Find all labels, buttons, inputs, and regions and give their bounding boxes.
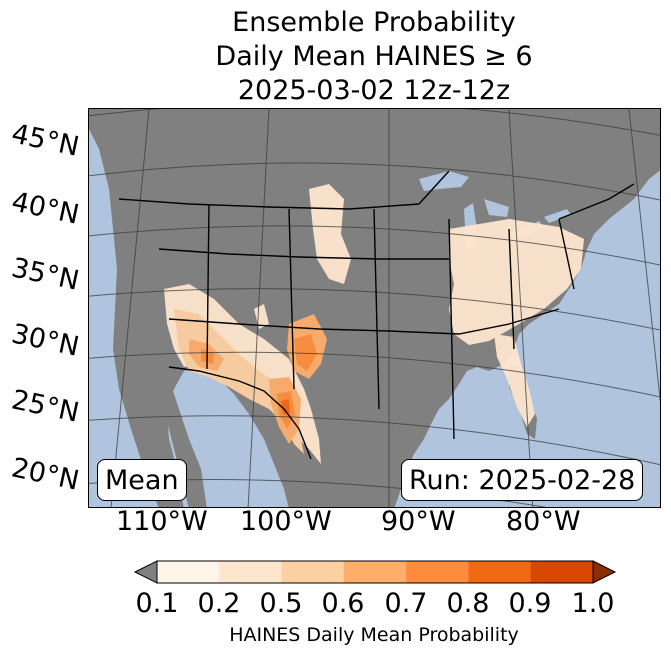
colorbar-tick: 0.1 — [135, 588, 179, 619]
colorbar-tick: 0.7 — [384, 588, 428, 619]
colorbar-segment — [530, 561, 594, 583]
colorbar-under-arrow — [133, 560, 158, 584]
colorbar-segments — [157, 561, 594, 583]
colorbar-segment — [219, 561, 283, 583]
colorbar-segment — [468, 561, 532, 583]
colorbar-label: HAINES Daily Mean Probability — [229, 624, 519, 646]
colorbar-segment — [406, 561, 469, 583]
lon-label-100w: 100°W — [240, 506, 332, 537]
lon-label-110w: 110°W — [116, 506, 208, 537]
colorbar-outline — [156, 560, 594, 584]
colorbar-segment — [343, 561, 407, 583]
colorbar — [133, 560, 617, 584]
lon-label-80w: 80°W — [506, 506, 581, 537]
baja-peninsula — [159, 364, 207, 507]
colorbar-tick: 1.0 — [571, 588, 615, 619]
stat-box: Mean — [97, 459, 187, 501]
lat-label-45: 45°N — [8, 118, 82, 163]
lat-label-25: 25°N — [8, 384, 82, 429]
lat-label-20: 20°N — [8, 452, 82, 497]
lat-label-40: 40°N — [8, 186, 82, 231]
colorbar-tick: 0.2 — [197, 588, 241, 619]
graticule — [89, 109, 660, 507]
borders — [118, 170, 635, 460]
land-mass — [89, 109, 660, 507]
great-lakes — [419, 171, 469, 191]
lon-label-90w: 90°W — [381, 506, 456, 537]
title-line-1: Ensemble Probability — [232, 7, 516, 38]
colorbar-tick: 0.8 — [446, 588, 490, 619]
colorbar-tick: 0.5 — [259, 588, 303, 619]
lat-label-30: 30°N — [8, 318, 82, 363]
colorbar-segment — [157, 561, 220, 583]
run-box: Run: 2025-02-28 — [401, 459, 644, 501]
map-canvas — [89, 109, 660, 507]
colorbar-over-arrow — [592, 560, 617, 584]
lat-label-35: 35°N — [8, 252, 82, 297]
colorbar-tick: 0.6 — [321, 588, 365, 619]
colorbar-segment — [281, 561, 345, 583]
map-panel — [88, 108, 661, 508]
colorbar-tick: 0.9 — [508, 588, 552, 619]
title-line-3: 2025-03-02 12z-12z — [237, 75, 511, 106]
title-line-2: Daily Mean HAINES ≥ 6 — [215, 41, 533, 72]
